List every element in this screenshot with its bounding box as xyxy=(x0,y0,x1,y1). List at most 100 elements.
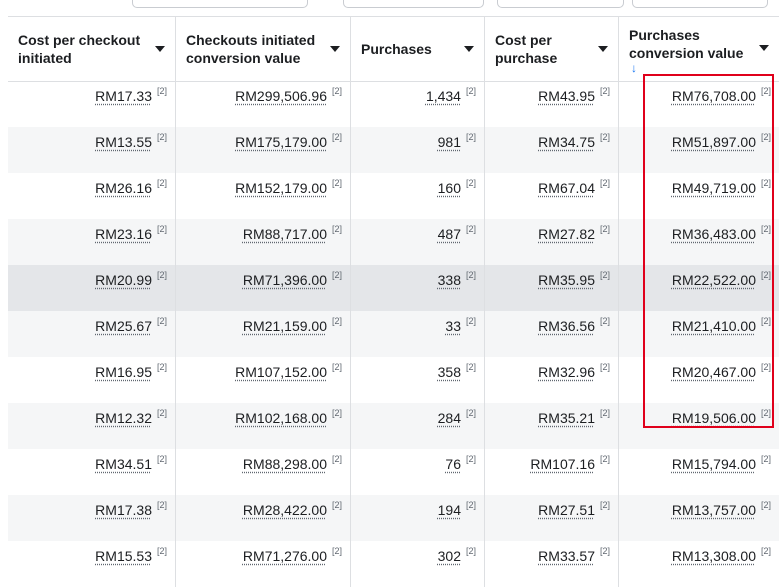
footnote-marker[interactable]: [2] xyxy=(157,316,167,326)
table-row[interactable]: RM26.16 [2] RM152,179.00 [2] 160 [2] RM67.04 [2… xyxy=(8,173,779,219)
toolbar-button[interactable] xyxy=(632,0,768,8)
footnote-marker[interactable]: [2] xyxy=(332,408,342,418)
table-row[interactable]: RM25.67 [2] RM21,159.00 [2] 33 [2] RM36.56 [2] R… xyxy=(8,311,779,357)
column-header-purchases[interactable]: Purchases xyxy=(351,17,485,81)
cell-value[interactable]: RM25.67 xyxy=(95,318,152,334)
cell-value[interactable]: RM13,308.00 xyxy=(672,548,756,564)
cell-value[interactable]: RM36.56 xyxy=(538,318,595,334)
footnote-marker[interactable]: [2] xyxy=(600,132,610,142)
footnote-marker[interactable]: [2] xyxy=(761,224,771,234)
cell-value[interactable]: RM22,522.00 xyxy=(672,272,756,288)
footnote-marker[interactable]: [2] xyxy=(600,546,610,556)
cell-value[interactable]: RM51,897.00 xyxy=(672,134,756,150)
cell-value[interactable]: RM35.21 xyxy=(538,410,595,426)
cell-value[interactable]: RM34.75 xyxy=(538,134,595,150)
caret-down-icon[interactable] xyxy=(759,45,769,51)
table-row[interactable]: RM16.95 [2] RM107,152.00 [2] 358 [2] RM32.96 [2… xyxy=(8,357,779,403)
cell-value[interactable]: RM23.16 xyxy=(95,226,152,242)
footnote-marker[interactable]: [2] xyxy=(466,546,476,556)
cell-value[interactable]: RM32.96 xyxy=(538,364,595,380)
footnote-marker[interactable]: [2] xyxy=(157,86,167,96)
cell-value[interactable]: RM107,152.00 xyxy=(235,364,327,380)
footnote-marker[interactable]: [2] xyxy=(761,362,771,372)
table-row[interactable]: RM34.51 [2] RM88,298.00 [2] 76 [2] RM107.16 [2]… xyxy=(8,449,779,495)
cell-value[interactable]: 981 xyxy=(438,134,461,150)
footnote-marker[interactable]: [2] xyxy=(466,316,476,326)
footnote-marker[interactable]: [2] xyxy=(332,86,342,96)
cell-value[interactable]: RM33.57 xyxy=(538,548,595,564)
footnote-marker[interactable]: [2] xyxy=(157,408,167,418)
column-header-cost-per-checkout[interactable]: Cost per checkout initiated xyxy=(8,17,176,81)
footnote-marker[interactable]: [2] xyxy=(332,132,342,142)
cell-value[interactable]: RM152,179.00 xyxy=(235,180,327,196)
footnote-marker[interactable]: [2] xyxy=(761,500,771,510)
cell-value[interactable]: RM49,719.00 xyxy=(672,180,756,196)
footnote-marker[interactable]: [2] xyxy=(466,362,476,372)
cell-value[interactable]: 338 xyxy=(438,272,461,288)
cell-value[interactable]: RM27.51 xyxy=(538,502,595,518)
cell-value[interactable]: RM107.16 xyxy=(530,456,595,472)
footnote-marker[interactable]: [2] xyxy=(600,500,610,510)
cell-value[interactable]: RM175,179.00 xyxy=(235,134,327,150)
cell-value[interactable]: RM20,467.00 xyxy=(672,364,756,380)
footnote-marker[interactable]: [2] xyxy=(157,546,167,556)
footnote-marker[interactable]: [2] xyxy=(466,224,476,234)
footnote-marker[interactable]: [2] xyxy=(332,270,342,280)
footnote-marker[interactable]: [2] xyxy=(466,454,476,464)
cell-value[interactable]: 358 xyxy=(438,364,461,380)
cell-value[interactable]: RM67.04 xyxy=(538,180,595,196)
cell-value[interactable]: RM20.99 xyxy=(95,272,152,288)
cell-value[interactable]: RM26.16 xyxy=(95,180,152,196)
footnote-marker[interactable]: [2] xyxy=(332,500,342,510)
table-row[interactable]: RM13.55 [2] RM175,179.00 [2] 981 [2] RM34.75 [2… xyxy=(8,127,779,173)
caret-down-icon[interactable] xyxy=(330,46,340,52)
cell-value[interactable]: RM21,410.00 xyxy=(672,318,756,334)
footnote-marker[interactable]: [2] xyxy=(332,316,342,326)
footnote-marker[interactable]: [2] xyxy=(761,86,771,96)
cell-value[interactable]: 1,434 xyxy=(426,88,461,104)
footnote-marker[interactable]: [2] xyxy=(600,178,610,188)
cell-value[interactable]: RM36,483.00 xyxy=(672,226,756,242)
footnote-marker[interactable]: [2] xyxy=(332,546,342,556)
cell-value[interactable]: 284 xyxy=(438,410,461,426)
footnote-marker[interactable]: [2] xyxy=(600,454,610,464)
cell-value[interactable]: 487 xyxy=(438,226,461,242)
caret-down-icon[interactable] xyxy=(598,46,608,52)
cell-value[interactable]: RM102,168.00 xyxy=(235,410,327,426)
toolbar-button[interactable] xyxy=(343,0,484,8)
footnote-marker[interactable]: [2] xyxy=(600,86,610,96)
column-header-purchase-value[interactable]: Purchases conversion value ↓ xyxy=(619,17,779,81)
footnote-marker[interactable]: [2] xyxy=(157,270,167,280)
cell-value[interactable]: 76 xyxy=(445,456,461,472)
cell-value[interactable]: RM27.82 xyxy=(538,226,595,242)
footnote-marker[interactable]: [2] xyxy=(466,178,476,188)
footnote-marker[interactable]: [2] xyxy=(157,362,167,372)
table-row[interactable]: RM23.16 [2] RM88,717.00 [2] 487 [2] RM27.82 [2]… xyxy=(8,219,779,265)
cell-value[interactable]: RM88,298.00 xyxy=(243,456,327,472)
column-header-cost-per-purchase[interactable]: Cost per purchase xyxy=(485,17,619,81)
cell-value[interactable]: RM13,757.00 xyxy=(672,502,756,518)
footnote-marker[interactable]: [2] xyxy=(761,132,771,142)
footnote-marker[interactable]: [2] xyxy=(466,408,476,418)
caret-down-icon[interactable] xyxy=(464,46,474,52)
cell-value[interactable]: RM15.53 xyxy=(95,548,152,564)
cell-value[interactable]: RM43.95 xyxy=(538,88,595,104)
footnote-marker[interactable]: [2] xyxy=(761,178,771,188)
footnote-marker[interactable]: [2] xyxy=(761,316,771,326)
cell-value[interactable]: RM17.33 xyxy=(95,88,152,104)
cell-value[interactable]: RM34.51 xyxy=(95,456,152,472)
cell-value[interactable]: 194 xyxy=(438,502,461,518)
footnote-marker[interactable]: [2] xyxy=(332,178,342,188)
footnote-marker[interactable]: [2] xyxy=(157,178,167,188)
cell-value[interactable]: RM88,717.00 xyxy=(243,226,327,242)
footnote-marker[interactable]: [2] xyxy=(600,408,610,418)
footnote-marker[interactable]: [2] xyxy=(157,224,167,234)
cell-value[interactable]: RM76,708.00 xyxy=(672,88,756,104)
table-row[interactable]: RM17.38 [2] RM28,422.00 [2] 194 [2] RM27.51 [2]… xyxy=(8,495,779,541)
footnote-marker[interactable]: [2] xyxy=(332,454,342,464)
footnote-marker[interactable]: [2] xyxy=(600,316,610,326)
footnote-marker[interactable]: [2] xyxy=(761,270,771,280)
footnote-marker[interactable]: [2] xyxy=(466,132,476,142)
arrow-down-icon[interactable]: ↓ xyxy=(631,62,637,74)
cell-value[interactable]: RM19,506.00 xyxy=(672,410,756,426)
